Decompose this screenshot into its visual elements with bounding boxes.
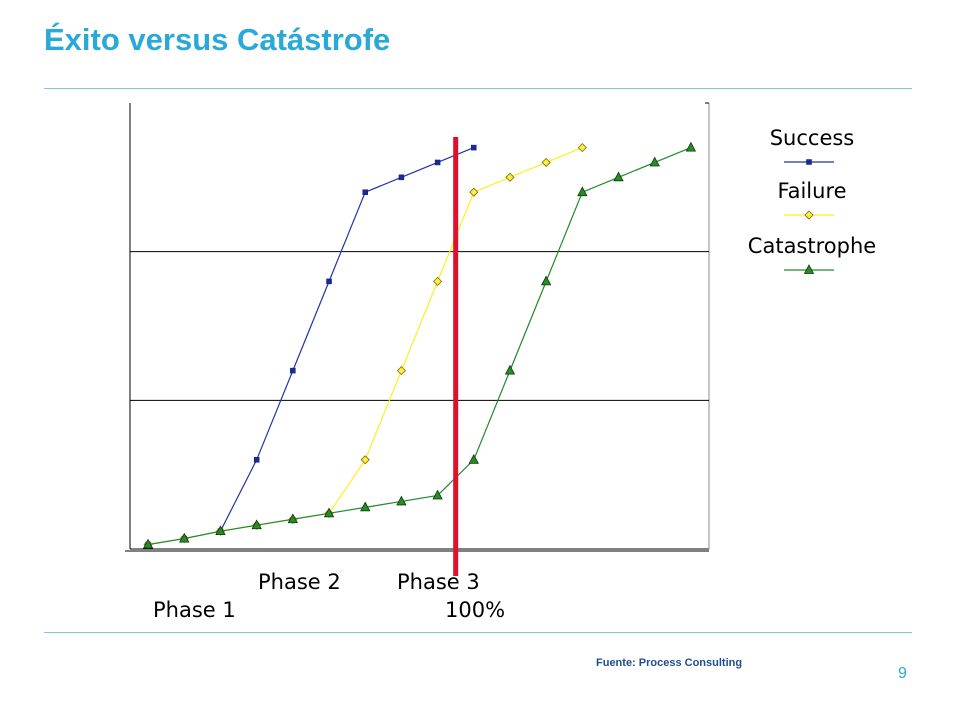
point-catastrophe-16 [685,141,697,152]
point-failure-11 [505,172,515,182]
top-divider [44,88,912,89]
point-success-6 [326,278,332,285]
point-success-10 [471,144,477,151]
point-catastrophe-5 [287,513,299,524]
point-catastrophe-3 [215,525,226,536]
point-failure-13 [577,143,587,153]
point-failure-7 [360,455,370,465]
series-line-failure [147,147,583,546]
point-success-7 [362,189,368,195]
legend-label-failure: Failure [777,179,846,203]
legend-marker-catastrophe [803,264,815,274]
legend-label-success: Success [770,126,855,150]
point-catastrophe-7 [360,501,371,512]
point-success-8 [398,174,405,181]
bottom-divider [44,632,912,633]
plot-area [125,102,710,552]
point-catastrophe-13 [577,186,588,197]
series-line-success [147,147,475,546]
x-annotation-1: Phase 1 [153,598,236,622]
series-markers [142,141,697,550]
point-success-4 [253,457,260,463]
point-catastrophe-6 [323,507,335,518]
legend-label-catastrophe: Catastrophe [748,234,876,258]
point-failure-8 [396,366,406,376]
point-catastrophe-9 [432,489,443,500]
x-annotation-2: Phase 2 [258,570,341,594]
point-catastrophe-4 [251,519,262,530]
legend: Success Failure Catastrophe [748,126,876,274]
point-catastrophe-12 [540,275,552,286]
series-line-catastrophe [147,147,692,546]
legend-marker-success [806,159,812,165]
source-note: Fuente: Process Consulting [596,657,743,669]
point-success-9 [434,159,441,166]
x-annotation-3: Phase 3 [397,570,480,594]
point-catastrophe-8 [396,495,407,506]
point-catastrophe-1 [142,538,154,549]
x-annotations: Phase 1 Phase 2 Phase 3 100% [153,570,505,622]
point-success-5 [290,367,296,374]
point-failure-10 [469,187,479,197]
point-catastrophe-2 [179,532,190,543]
point-failure-12 [541,157,551,168]
point-catastrophe-15 [649,156,660,167]
slide-title: Éxito versus Catástrofe [44,22,391,57]
series-lines [147,147,692,546]
point-failure-9 [433,276,443,286]
point-catastrophe-10 [468,453,479,464]
page-number: 9 [898,665,907,682]
gridlines [130,251,709,401]
point-catastrophe-11 [504,364,516,375]
legend-marker-failure [804,210,814,220]
x-annotation-4: 100% [445,598,505,622]
point-catastrophe-14 [613,171,624,182]
